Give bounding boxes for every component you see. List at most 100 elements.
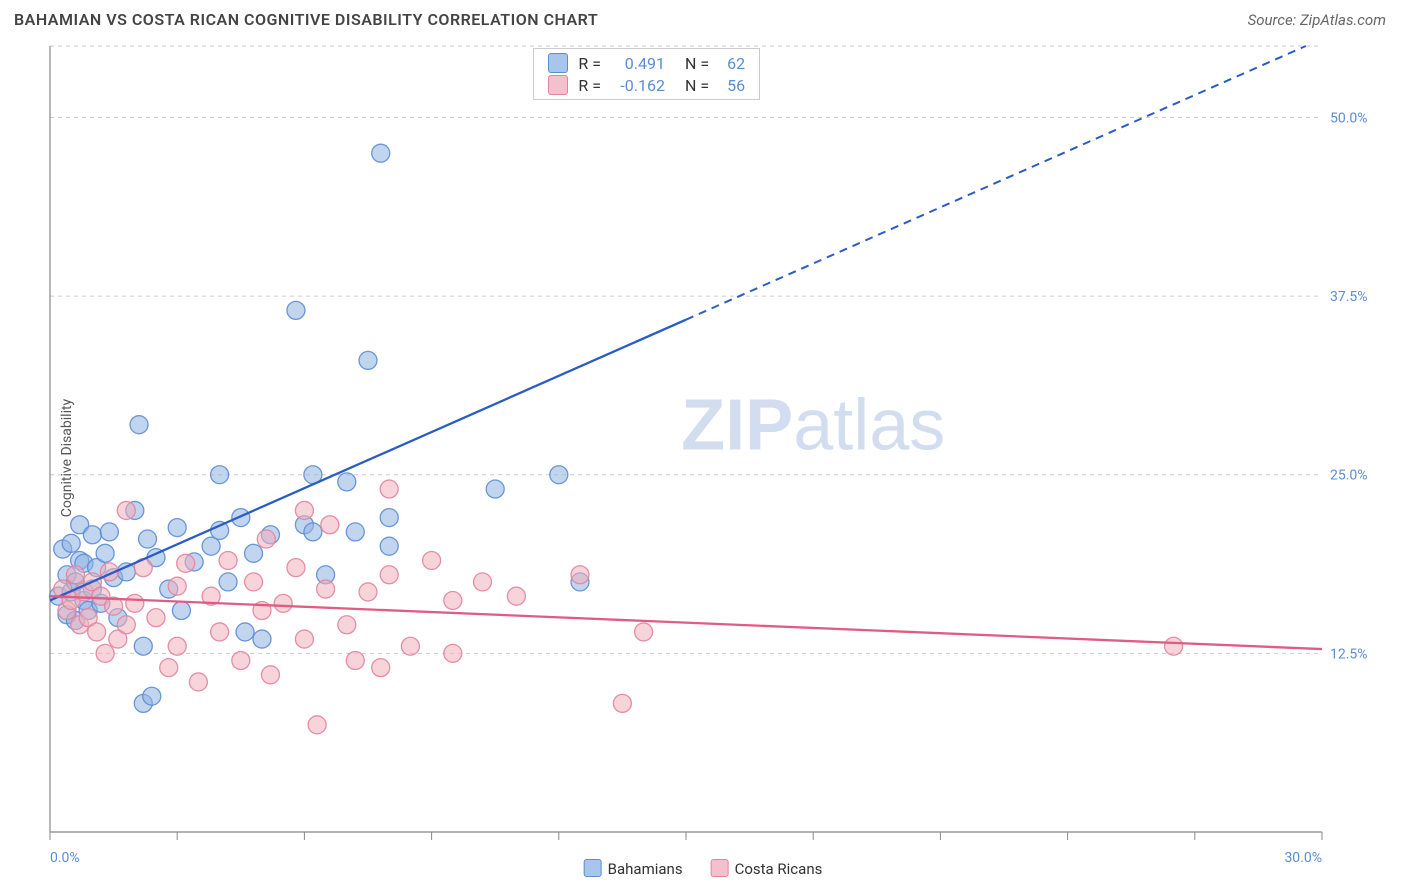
data-point	[189, 673, 207, 691]
data-point	[321, 516, 339, 534]
data-point	[160, 659, 178, 677]
legend-item: Bahamians	[584, 859, 683, 878]
data-point	[232, 652, 250, 670]
data-point	[134, 637, 152, 655]
legend-label: Costa Ricans	[735, 860, 823, 878]
data-point	[245, 544, 263, 562]
stats-r-label: R =	[578, 76, 601, 95]
scatter-plot: ZIPatlas 12.5% 25.0% 37.5% 50.0% 0.0% 30.0%	[14, 38, 1392, 878]
data-point	[211, 521, 229, 539]
data-point	[257, 530, 275, 548]
data-point	[130, 416, 148, 434]
data-point	[346, 652, 364, 670]
x-tick-label: 0.0%	[50, 850, 80, 866]
data-point	[308, 716, 326, 734]
stats-row: R = 0.491 N = 62	[534, 52, 759, 74]
legend-swatch	[711, 859, 729, 877]
data-point	[317, 580, 335, 598]
data-point	[211, 466, 229, 484]
data-point	[372, 144, 390, 162]
data-point	[359, 583, 377, 601]
chart-header: BAHAMIAN VS COSTA RICAN COGNITIVE DISABI…	[0, 0, 1406, 33]
data-point	[444, 644, 462, 662]
data-point	[245, 573, 263, 591]
data-point	[100, 523, 118, 541]
stats-legend-box: R = 0.491 N = 62 R = -0.162 N = 56	[533, 48, 760, 100]
stats-swatch	[548, 53, 568, 73]
data-point	[444, 591, 462, 609]
data-point	[96, 544, 114, 562]
data-point	[304, 523, 322, 541]
y-axis-label: Cognitive Disability	[59, 399, 75, 517]
data-point	[232, 509, 250, 527]
data-point	[253, 630, 271, 648]
data-point	[117, 501, 135, 519]
data-point	[177, 554, 195, 572]
legend-item: Costa Ricans	[711, 859, 823, 878]
y-tick-label: 50.0%	[1330, 110, 1368, 126]
series-legend: Bahamians Costa Ricans	[584, 859, 823, 878]
data-point	[96, 644, 114, 662]
data-point	[380, 480, 398, 498]
trend-line-extrapolated	[686, 46, 1306, 320]
data-point	[168, 577, 186, 595]
stats-n-value: 56	[719, 76, 745, 95]
data-point	[1165, 637, 1183, 655]
data-point	[473, 573, 491, 591]
data-point	[117, 616, 135, 634]
stats-n-value: 62	[719, 54, 745, 73]
chart-area: Cognitive Disability ZIPatlas 12.5% 25.0% 3…	[14, 38, 1392, 878]
data-point	[66, 566, 84, 584]
data-point	[274, 594, 292, 612]
x-tick-label: 30.0%	[1284, 850, 1322, 866]
data-point	[62, 534, 80, 552]
data-point	[211, 623, 229, 641]
data-point	[380, 537, 398, 555]
data-point	[172, 601, 190, 619]
data-point	[295, 501, 313, 519]
data-point	[635, 623, 653, 641]
data-point	[295, 630, 313, 648]
data-point	[486, 480, 504, 498]
data-point	[236, 623, 254, 641]
y-tick-label: 12.5%	[1330, 646, 1368, 662]
svg-text:ZIPatlas: ZIPatlas	[681, 386, 945, 466]
legend-label: Bahamians	[608, 860, 683, 878]
data-point	[401, 637, 419, 655]
data-point	[507, 587, 525, 605]
data-point	[380, 566, 398, 584]
data-point	[261, 666, 279, 684]
data-point	[202, 537, 220, 555]
data-point	[168, 637, 186, 655]
data-point	[359, 351, 377, 369]
data-point	[88, 623, 106, 641]
data-point	[338, 473, 356, 491]
data-point	[83, 526, 101, 544]
data-point	[613, 694, 631, 712]
data-point	[139, 530, 157, 548]
y-tick-label: 37.5%	[1330, 289, 1368, 305]
y-tick-label: 25.0%	[1330, 468, 1368, 484]
legend-swatch	[584, 859, 602, 877]
data-point	[287, 301, 305, 319]
data-point	[338, 616, 356, 634]
data-point	[287, 559, 305, 577]
stats-row: R = -0.162 N = 56	[534, 74, 759, 96]
stats-r-label: R =	[578, 54, 601, 73]
stats-r-value: 0.491	[611, 54, 665, 73]
data-point	[126, 594, 144, 612]
data-point	[219, 551, 237, 569]
stats-n-label: N =	[685, 54, 709, 73]
data-point	[168, 519, 186, 537]
data-point	[550, 466, 568, 484]
chart-title: BAHAMIAN VS COSTA RICAN COGNITIVE DISABI…	[14, 10, 598, 29]
stats-swatch	[548, 75, 568, 95]
data-point	[147, 609, 165, 627]
data-point	[372, 659, 390, 677]
stats-n-label: N =	[685, 76, 709, 95]
trend-line	[50, 596, 1322, 649]
stats-r-value: -0.162	[611, 76, 665, 95]
data-point	[380, 509, 398, 527]
chart-source: Source: ZipAtlas.com	[1248, 11, 1386, 29]
data-point	[219, 573, 237, 591]
